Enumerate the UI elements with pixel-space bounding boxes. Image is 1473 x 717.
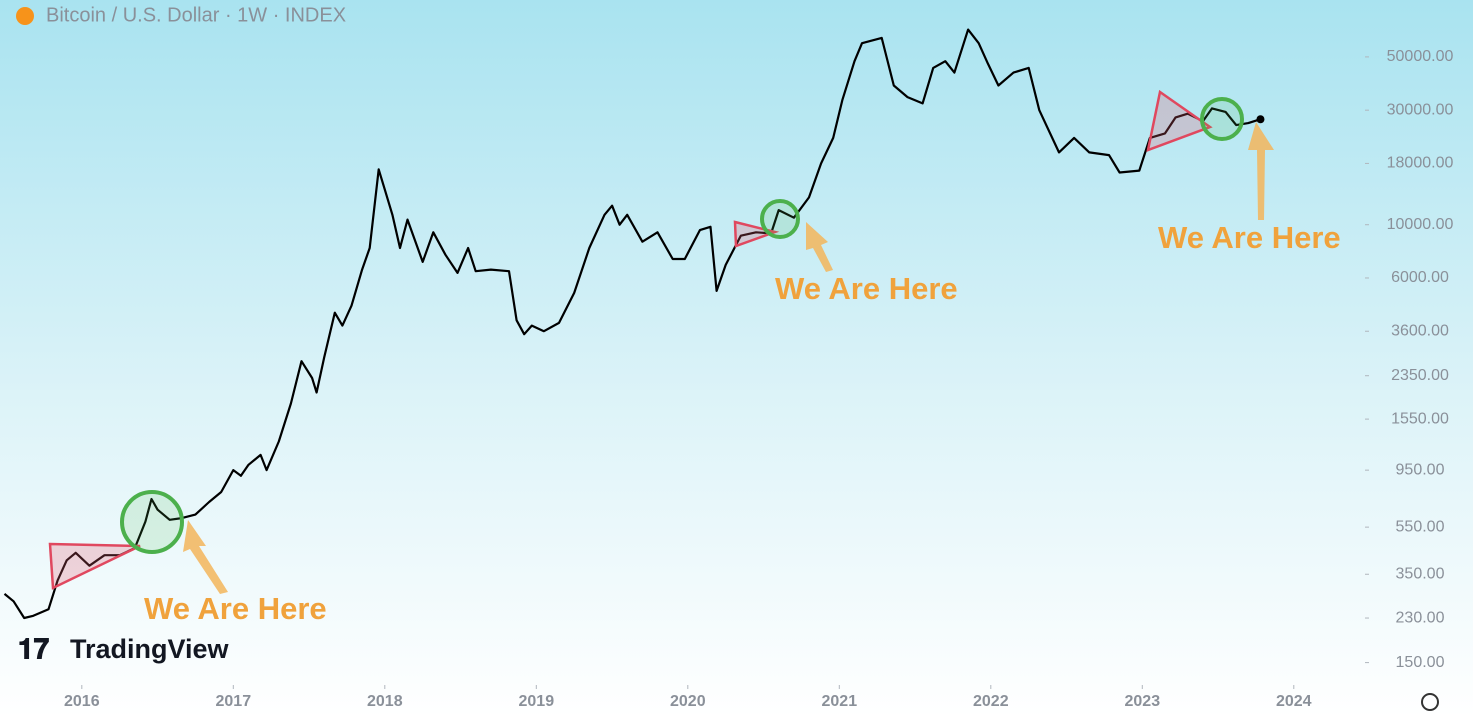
settings-icon[interactable] (1421, 693, 1439, 711)
coin-icon (16, 7, 34, 25)
annotation: We Are Here (775, 271, 958, 306)
x-tick-label: 2019 (519, 693, 555, 710)
x-tick-label: 2018 (367, 693, 403, 710)
y-tick-label: 30000.00 (1387, 101, 1454, 118)
x-tick-label: 2022 (973, 693, 1009, 710)
triangle (48, 542, 141, 590)
x-tick-label: 2020 (670, 693, 706, 710)
annotation: We Are Here (1158, 220, 1341, 255)
triangle (733, 220, 780, 248)
arrow (1248, 122, 1274, 220)
y-tick-label: 950.00 (1396, 461, 1445, 478)
x-tick-label: 2021 (822, 693, 858, 710)
annotation: We Are Here (144, 591, 327, 626)
x-tick-label: 2023 (1125, 693, 1161, 710)
circle (760, 199, 800, 239)
brand-icon: 𝟏𝟕 (18, 633, 50, 664)
y-tick-label: 3600.00 (1391, 322, 1449, 339)
y-tick-label: 2350.00 (1391, 367, 1449, 384)
triangle (1146, 89, 1213, 152)
y-tick-label: 10000.00 (1387, 216, 1454, 233)
y-tick-label: 150.00 (1396, 654, 1445, 671)
circle (120, 490, 184, 554)
last-point (1256, 115, 1265, 124)
y-tick-label: 18000.00 (1387, 155, 1454, 172)
chart-title: Bitcoin / U.S. Dollar · 1W · INDEX (46, 4, 346, 26)
arrow (806, 222, 833, 272)
circle (1200, 97, 1244, 141)
y-tick-label: 6000.00 (1391, 269, 1449, 286)
brand: TradingView (70, 634, 230, 664)
x-tick-label: 2016 (64, 693, 100, 710)
arrow (183, 520, 228, 594)
y-tick-label: 350.00 (1396, 565, 1445, 582)
y-tick-label: 50000.00 (1387, 48, 1454, 65)
x-tick-label: 2024 (1276, 693, 1312, 710)
y-tick-label: 550.00 (1396, 518, 1445, 535)
y-tick-label: 230.00 (1396, 609, 1445, 626)
y-tick-label: 1550.00 (1391, 410, 1449, 427)
x-tick-label: 2017 (216, 693, 252, 710)
price-line (3, 28, 1261, 620)
